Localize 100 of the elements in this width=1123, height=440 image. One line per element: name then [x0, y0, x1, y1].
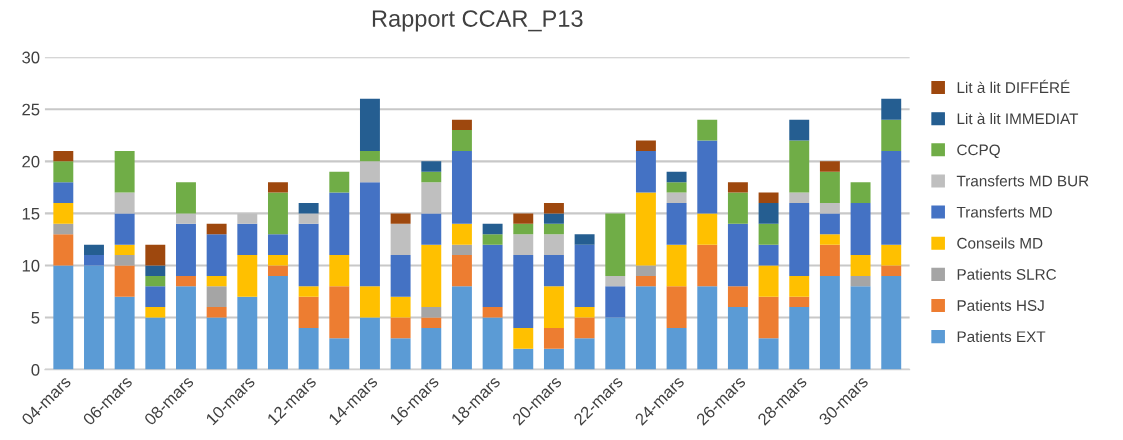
- bar: [53, 182, 74, 203]
- bar: [758, 265, 779, 297]
- bar: [819, 234, 840, 245]
- bar: [482, 244, 503, 308]
- bar: [513, 255, 534, 328]
- bar: [206, 223, 227, 235]
- legend-label: Lit à lit IMMEDIAT: [957, 112, 1079, 125]
- bar: [543, 234, 564, 256]
- bar: [390, 213, 411, 224]
- bar: [298, 286, 319, 297]
- bar: [635, 265, 656, 276]
- bar: [359, 98, 380, 151]
- bar: [850, 182, 871, 203]
- bar: [635, 275, 656, 287]
- bar: [451, 244, 472, 256]
- bar: [789, 140, 810, 193]
- bar: [881, 119, 902, 151]
- bar: [727, 286, 748, 308]
- bar: [513, 327, 534, 349]
- bar: [758, 338, 779, 370]
- bar: [53, 161, 74, 183]
- bar: [482, 223, 503, 235]
- bar: [727, 182, 748, 193]
- bar: [176, 286, 196, 370]
- bar: [605, 317, 626, 370]
- bar: [421, 213, 442, 245]
- bar: [268, 275, 288, 370]
- bar: [635, 286, 656, 370]
- bar: [206, 275, 227, 287]
- bar: [421, 171, 442, 183]
- bar: [176, 182, 196, 214]
- bar: [359, 317, 380, 370]
- bar: [697, 140, 718, 214]
- legend-label: Lit à lit DIFFÉRÉ: [957, 79, 1070, 94]
- bar: [359, 286, 380, 318]
- bar: [482, 234, 503, 245]
- bar: [298, 202, 319, 214]
- bar: [421, 317, 442, 328]
- bar: [268, 182, 288, 193]
- bar: [635, 150, 656, 193]
- bar: [697, 286, 718, 370]
- bar: [298, 223, 319, 287]
- bar: [666, 192, 687, 203]
- bar: [237, 223, 258, 256]
- bar: [298, 296, 319, 328]
- bar: [543, 213, 564, 224]
- bar: [697, 119, 718, 141]
- bar: [145, 286, 166, 308]
- bar: [666, 202, 687, 245]
- bar: [666, 182, 687, 193]
- bar: [850, 255, 871, 276]
- bar: [789, 275, 810, 297]
- bar: [268, 255, 288, 266]
- bar: [329, 171, 350, 193]
- bar: [268, 234, 288, 256]
- bar: [543, 255, 564, 287]
- bar: [697, 244, 718, 287]
- bar: [84, 265, 104, 370]
- bar: [421, 327, 442, 370]
- bar: [574, 234, 595, 245]
- bar: [206, 286, 227, 308]
- bar: [114, 296, 135, 370]
- bar: [666, 286, 687, 328]
- y-tick-label: 5: [31, 312, 40, 324]
- bar: [206, 234, 227, 276]
- bar: [727, 192, 748, 224]
- bar: [819, 171, 840, 203]
- bar: [605, 286, 626, 318]
- bar: [329, 192, 350, 256]
- bar: [666, 327, 687, 370]
- bar: [482, 317, 503, 370]
- bar: [53, 150, 74, 162]
- bar: [268, 265, 288, 276]
- bar: [543, 286, 564, 328]
- y-tick-label: 0: [31, 364, 40, 376]
- legend-label: Patients SLRC: [957, 268, 1057, 280]
- bar: [758, 223, 779, 245]
- bar: [543, 348, 564, 370]
- bar: [298, 327, 319, 370]
- bar: [513, 348, 534, 370]
- legend-label: Patients EXT: [957, 330, 1046, 343]
- bar: [881, 244, 902, 266]
- bar: [758, 244, 779, 266]
- bar: [145, 307, 166, 318]
- y-tick-label: 25: [22, 103, 40, 116]
- bar: [451, 286, 472, 370]
- legend-label: Transferts MD BUR: [956, 175, 1089, 187]
- bar: [543, 202, 564, 214]
- bar: [53, 265, 74, 370]
- bar: [543, 223, 564, 235]
- bar: [605, 213, 626, 276]
- y-tick-label: 10: [22, 259, 40, 272]
- bar: [850, 286, 871, 370]
- bar: [421, 307, 442, 318]
- bar: [850, 275, 871, 287]
- bar: [482, 307, 503, 318]
- bar: [574, 338, 595, 370]
- legend-label: Patients HSJ: [957, 299, 1044, 311]
- bar: [819, 275, 840, 370]
- bar: [176, 223, 196, 276]
